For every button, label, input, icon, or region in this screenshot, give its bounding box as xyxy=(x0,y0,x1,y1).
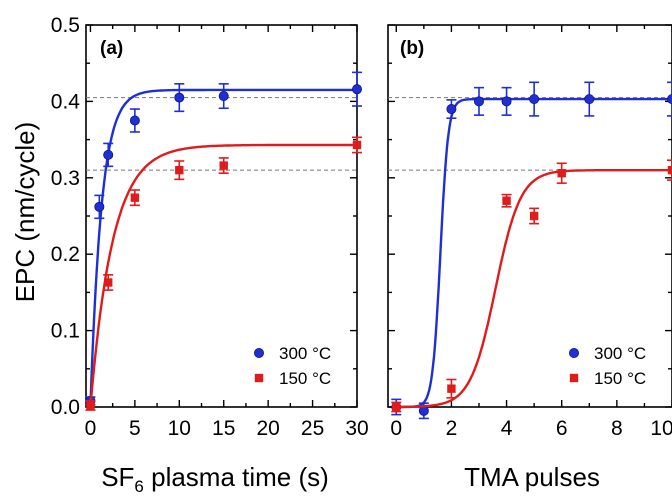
panel-b-point-150 xyxy=(447,384,456,393)
panel-b-point-300 xyxy=(446,104,457,115)
panel-a-point-300 xyxy=(218,91,229,102)
panel-a-point-150 xyxy=(104,278,113,287)
panel-b-point-150 xyxy=(557,169,566,178)
panel-a-label: (a) xyxy=(100,38,123,59)
panel-a-x-tick-label: 30 xyxy=(345,417,368,440)
y-tick-label: 0.0 xyxy=(51,396,80,419)
panel-b-point-300 xyxy=(501,96,512,107)
panel-a-legend-marker-300 xyxy=(253,347,264,358)
y-axis-label: EPC (nm/cycle) xyxy=(10,122,40,303)
panel-b-x-tick-label: 2 xyxy=(446,417,458,440)
panel-b-x-tick-label: 10 xyxy=(650,417,672,440)
panel-b-legend-label: 150 °C xyxy=(594,369,646,388)
panel-a-x-tick-label: 15 xyxy=(212,417,235,440)
panel-b-point-300 xyxy=(584,94,595,105)
panel-a-point-300 xyxy=(174,92,185,103)
y-tick-label: 0.5 xyxy=(51,14,80,37)
panel-b: (b) TMA pulses 0 2 4 6 8 10 300 °C 150 °C xyxy=(387,24,672,492)
panel-a: (a) SF6 plasma time (s) 0.0 0.1 0.2 0.3 0.4 0… xyxy=(51,14,369,496)
panel-b-point-300 xyxy=(667,94,672,105)
panel-a-point-150 xyxy=(219,161,228,170)
panel-a-point-150 xyxy=(352,140,362,150)
panel-a-legend-label: 300 °C xyxy=(279,344,331,363)
panel-b-x-tick-label: 4 xyxy=(501,417,513,440)
panel-b-point-150 xyxy=(392,402,401,412)
panel-b-legend-label: 300 °C xyxy=(594,344,646,363)
panel-b-x-tick-label: 0 xyxy=(390,417,402,440)
panel-a-x-axis-label: SF6 plasma time (s) xyxy=(101,462,329,496)
panel-b-point-150 xyxy=(667,165,672,175)
y-tick-label: 0.4 xyxy=(51,90,81,113)
panel-b-legend-marker-300 xyxy=(569,347,580,358)
panel-a-point-150 xyxy=(86,401,95,410)
panel-b-x-tick-label: 8 xyxy=(611,417,623,440)
panel-a-point-300 xyxy=(351,84,362,95)
panel-a-x-tick-label: 25 xyxy=(301,417,324,440)
panel-b-point-150 xyxy=(529,211,539,221)
panel-b-x-tick-label: 6 xyxy=(556,417,568,440)
panel-b-point-300 xyxy=(473,96,484,107)
panel-a-point-150 xyxy=(175,165,184,175)
panel-a-legend-marker-150 xyxy=(254,373,264,383)
panel-a-x-tick-label: 10 xyxy=(168,417,191,440)
panel-b-x-axis-label: TMA pulses xyxy=(464,462,600,492)
panel-b-label: (b) xyxy=(400,38,424,59)
panel-b-point-150 xyxy=(502,196,511,205)
panel-b-point-300 xyxy=(529,94,540,105)
y-tick-label: 0.1 xyxy=(51,320,80,343)
panel-a-x-tick-label: 0 xyxy=(85,417,97,440)
panel-a-x-tick-label: 5 xyxy=(129,417,141,440)
panel-b-legend-marker-150 xyxy=(569,373,579,383)
panel-a-point-300 xyxy=(94,201,105,212)
panel-a-point-300 xyxy=(129,115,140,126)
panel-a-fit-curve-150 xyxy=(89,143,357,408)
panel-a-x-tick-label: 20 xyxy=(256,417,279,440)
y-tick-label: 0.3 xyxy=(51,167,80,190)
panel-a-point-150 xyxy=(130,193,140,202)
y-tick-label: 0.2 xyxy=(51,243,80,266)
panel-a-point-300 xyxy=(103,149,114,160)
panel-b-fit-curve-150 xyxy=(396,169,672,409)
panel-a-legend-label: 150 °C xyxy=(279,369,331,388)
